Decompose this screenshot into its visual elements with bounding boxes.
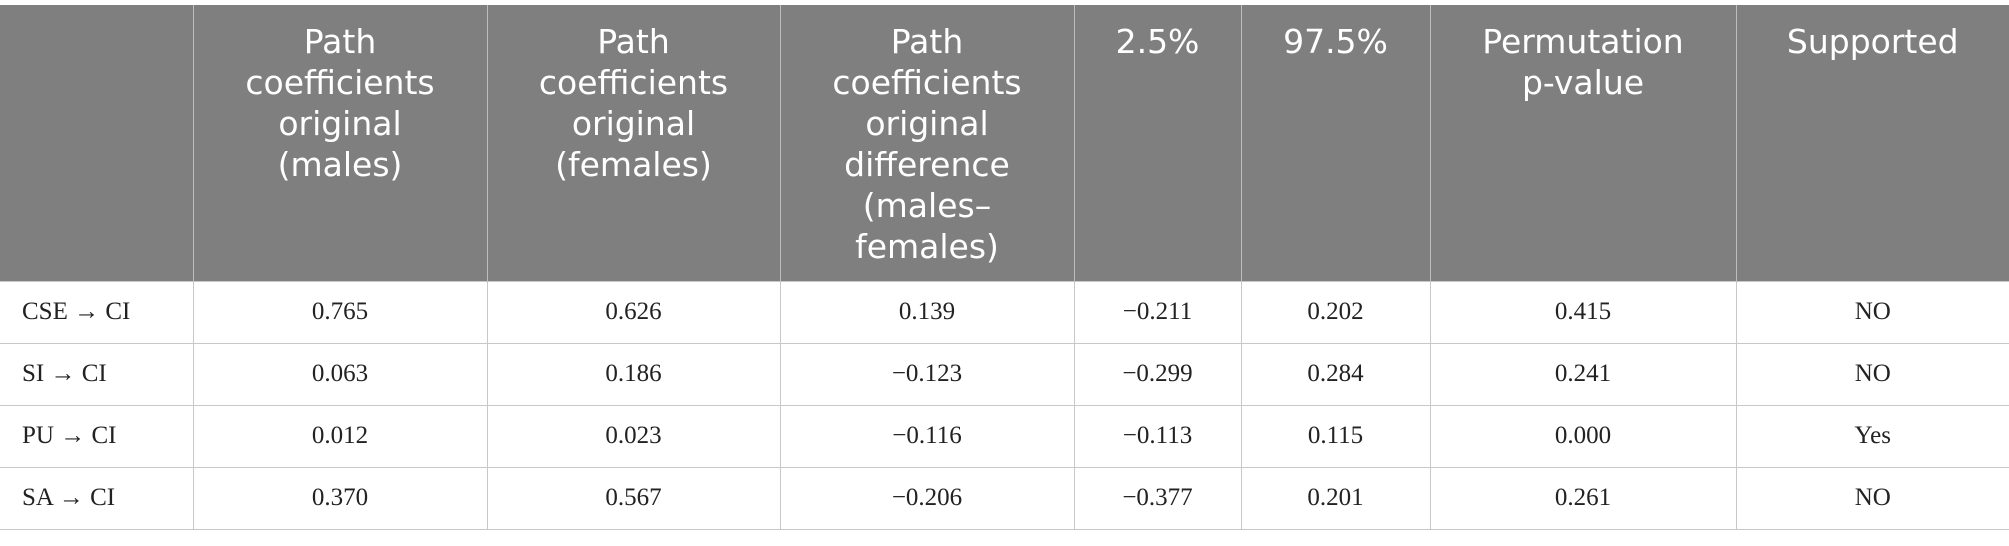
cell: 0.201 [1240,466,1431,530]
cell: 0.186 [486,342,781,406]
cell: 0.063 [192,342,488,406]
header-cell: Permutation p-value [1429,5,1736,281]
cell: Yes [1735,404,2009,468]
header-cell: Supported [1735,5,2009,281]
row-label: PU → CI [0,404,194,468]
cell: 0.012 [192,404,488,468]
cell: 0.415 [1429,280,1737,344]
header-cell: 97.5% [1240,5,1430,281]
row-label: SA → CI [0,466,194,530]
cell: −0.113 [1073,404,1242,468]
cell: −0.123 [779,342,1075,406]
cell: −0.206 [779,466,1075,530]
cell: 0.139 [779,280,1075,344]
row-label: SI → CI [0,342,194,406]
cell: 0.370 [192,466,488,530]
cell: −0.211 [1073,280,1242,344]
header-text: 2.5% [1115,22,1200,61]
cell: 0.202 [1240,280,1431,344]
table-row: SA → CI 0.370 0.567 −0.206 −0.377 0.201 0.261 N… [0,466,2009,530]
cell: NO [1735,466,2009,530]
cell: −0.116 [779,404,1075,468]
header-cell: Path coefficients original difference (m… [779,5,1074,281]
header-cell: Path coefficients original (males) [192,5,487,281]
header-text: Supported [1786,22,1959,61]
table-body: CSE → CI 0.765 0.626 0.139 −0.211 0.202 0.415 N… [0,280,2009,530]
cell: 0.023 [486,404,781,468]
cell: NO [1735,342,2009,406]
header-text: Path coefficients original (males) [245,22,435,184]
header-row: Path coefficients original (males) Path c… [0,5,2009,281]
header-cell: Path coefficients original (females) [486,5,780,281]
cell: 0.261 [1429,466,1737,530]
cell: 0.626 [486,280,781,344]
header-text: 97.5% [1283,22,1388,61]
cell: 0.241 [1429,342,1737,406]
header-text: Path coefficients original difference (m… [832,22,1022,266]
row-label: CSE → CI [0,280,194,344]
cell: 0.567 [486,466,781,530]
cell: 0.284 [1240,342,1431,406]
cell: 0.765 [192,280,488,344]
cell: −0.299 [1073,342,1242,406]
cell: −0.377 [1073,466,1242,530]
table-row: PU → CI 0.012 0.023 −0.116 −0.113 0.115 0.000 Y… [0,404,2009,468]
header-text: Permutation p-value [1482,22,1684,102]
header-cell: 2.5% [1073,5,1241,281]
table-row: CSE → CI 0.765 0.626 0.139 −0.211 0.202 0.415 N… [0,280,2009,344]
header-cell [0,5,193,281]
cell: NO [1735,280,2009,344]
results-table: Path coefficients original (males) Path c… [0,5,2009,530]
cell: 0.000 [1429,404,1737,468]
table-row: SI → CI 0.063 0.186 −0.123 −0.299 0.284 0.241 N… [0,342,2009,406]
header-text: Path coefficients original (females) [538,22,729,184]
cell: 0.115 [1240,404,1431,468]
